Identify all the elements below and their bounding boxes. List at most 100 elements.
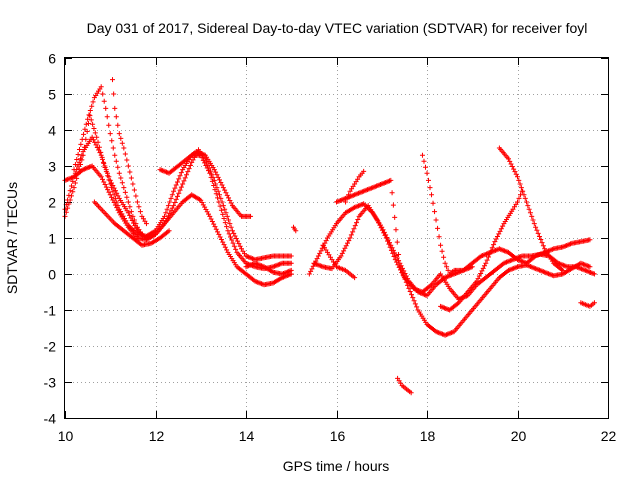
data-point	[231, 243, 237, 249]
data-point	[85, 116, 91, 122]
data-point	[89, 134, 95, 140]
data-point	[128, 175, 134, 181]
data-point	[385, 238, 391, 244]
data-point	[111, 91, 117, 97]
data-point	[115, 207, 121, 213]
data-point	[388, 177, 394, 183]
data-point	[374, 217, 380, 223]
data-point	[351, 226, 357, 232]
data-point	[116, 131, 122, 137]
data-point	[386, 241, 392, 247]
data-point	[125, 163, 131, 169]
data-point	[115, 122, 121, 128]
data-point	[493, 236, 499, 242]
data-point	[529, 213, 535, 219]
data-point	[130, 213, 136, 219]
data-point	[163, 210, 169, 216]
data-point	[133, 221, 139, 227]
data-point	[317, 250, 323, 256]
data-point	[173, 196, 179, 202]
data-point	[350, 229, 356, 235]
data-point	[309, 266, 315, 272]
data-point	[445, 267, 451, 273]
data-point	[591, 271, 597, 277]
data-point	[346, 192, 352, 198]
data-point	[110, 145, 116, 151]
data-point	[68, 183, 74, 189]
data-point	[93, 142, 99, 148]
data-point	[121, 185, 127, 191]
series-pass-N	[343, 168, 367, 205]
data-point	[508, 161, 514, 167]
data-point	[387, 244, 393, 250]
series-pass-E	[71, 84, 145, 237]
data-point	[526, 206, 532, 212]
x-axis-label: GPS time / hours	[283, 458, 390, 474]
data-point	[143, 221, 149, 227]
y-tick-label: 6	[48, 51, 56, 67]
data-point	[136, 204, 142, 210]
data-point	[422, 164, 428, 170]
data-point	[232, 233, 238, 239]
data-point	[484, 257, 490, 263]
y-tick-label: -2	[44, 339, 57, 355]
y-tick-label: 4	[48, 123, 56, 139]
data-point	[217, 203, 223, 209]
data-point	[106, 177, 112, 183]
data-point	[314, 256, 320, 262]
data-point	[388, 247, 394, 253]
data-point	[180, 181, 186, 187]
data-point	[125, 199, 131, 205]
data-point	[76, 146, 82, 152]
data-point	[134, 199, 140, 205]
data-point	[392, 214, 398, 220]
y-tick-label: 5	[48, 87, 56, 103]
data-point	[377, 222, 383, 228]
data-point	[344, 240, 350, 246]
data-point	[346, 238, 352, 244]
data-point	[391, 254, 397, 260]
series-pass-I	[291, 224, 299, 234]
x-tick-label: 12	[149, 428, 165, 444]
data-point	[208, 216, 214, 222]
data-point	[72, 180, 78, 186]
data-point	[223, 210, 229, 216]
data-point	[101, 179, 107, 185]
data-point	[207, 170, 213, 176]
data-point	[176, 176, 182, 182]
data-point	[110, 188, 116, 194]
data-point	[226, 195, 232, 201]
data-point	[204, 165, 210, 171]
data-point	[131, 217, 137, 223]
data-point	[213, 191, 219, 197]
data-point	[343, 199, 349, 205]
data-point	[421, 158, 427, 164]
data-point	[137, 209, 143, 215]
data-point	[121, 145, 127, 151]
data-point	[248, 213, 254, 219]
data-point	[215, 229, 221, 235]
data-point	[393, 227, 399, 233]
data-point	[230, 240, 236, 246]
data-point	[438, 242, 444, 248]
x-tick-label: 18	[420, 428, 436, 444]
series-pass-K	[311, 203, 597, 302]
data-point	[187, 162, 193, 168]
data-point	[119, 140, 125, 146]
series-pass-S	[578, 300, 597, 309]
data-point	[133, 193, 139, 199]
data-point	[116, 170, 122, 176]
data-point	[399, 269, 405, 275]
data-point	[78, 141, 84, 147]
y-tick-label: -3	[44, 375, 57, 391]
data-point	[339, 250, 345, 256]
data-point	[518, 185, 524, 191]
data-point	[66, 201, 72, 207]
y-axis-label: SDTVAR / TECUs	[4, 182, 20, 294]
data-point	[341, 248, 347, 254]
x-tick-label: 22	[601, 428, 617, 444]
data-point	[498, 226, 504, 232]
data-point	[220, 211, 226, 217]
data-point	[114, 190, 120, 196]
x-axis-ticks: 10 12 14 16 18 20 22	[58, 58, 617, 444]
